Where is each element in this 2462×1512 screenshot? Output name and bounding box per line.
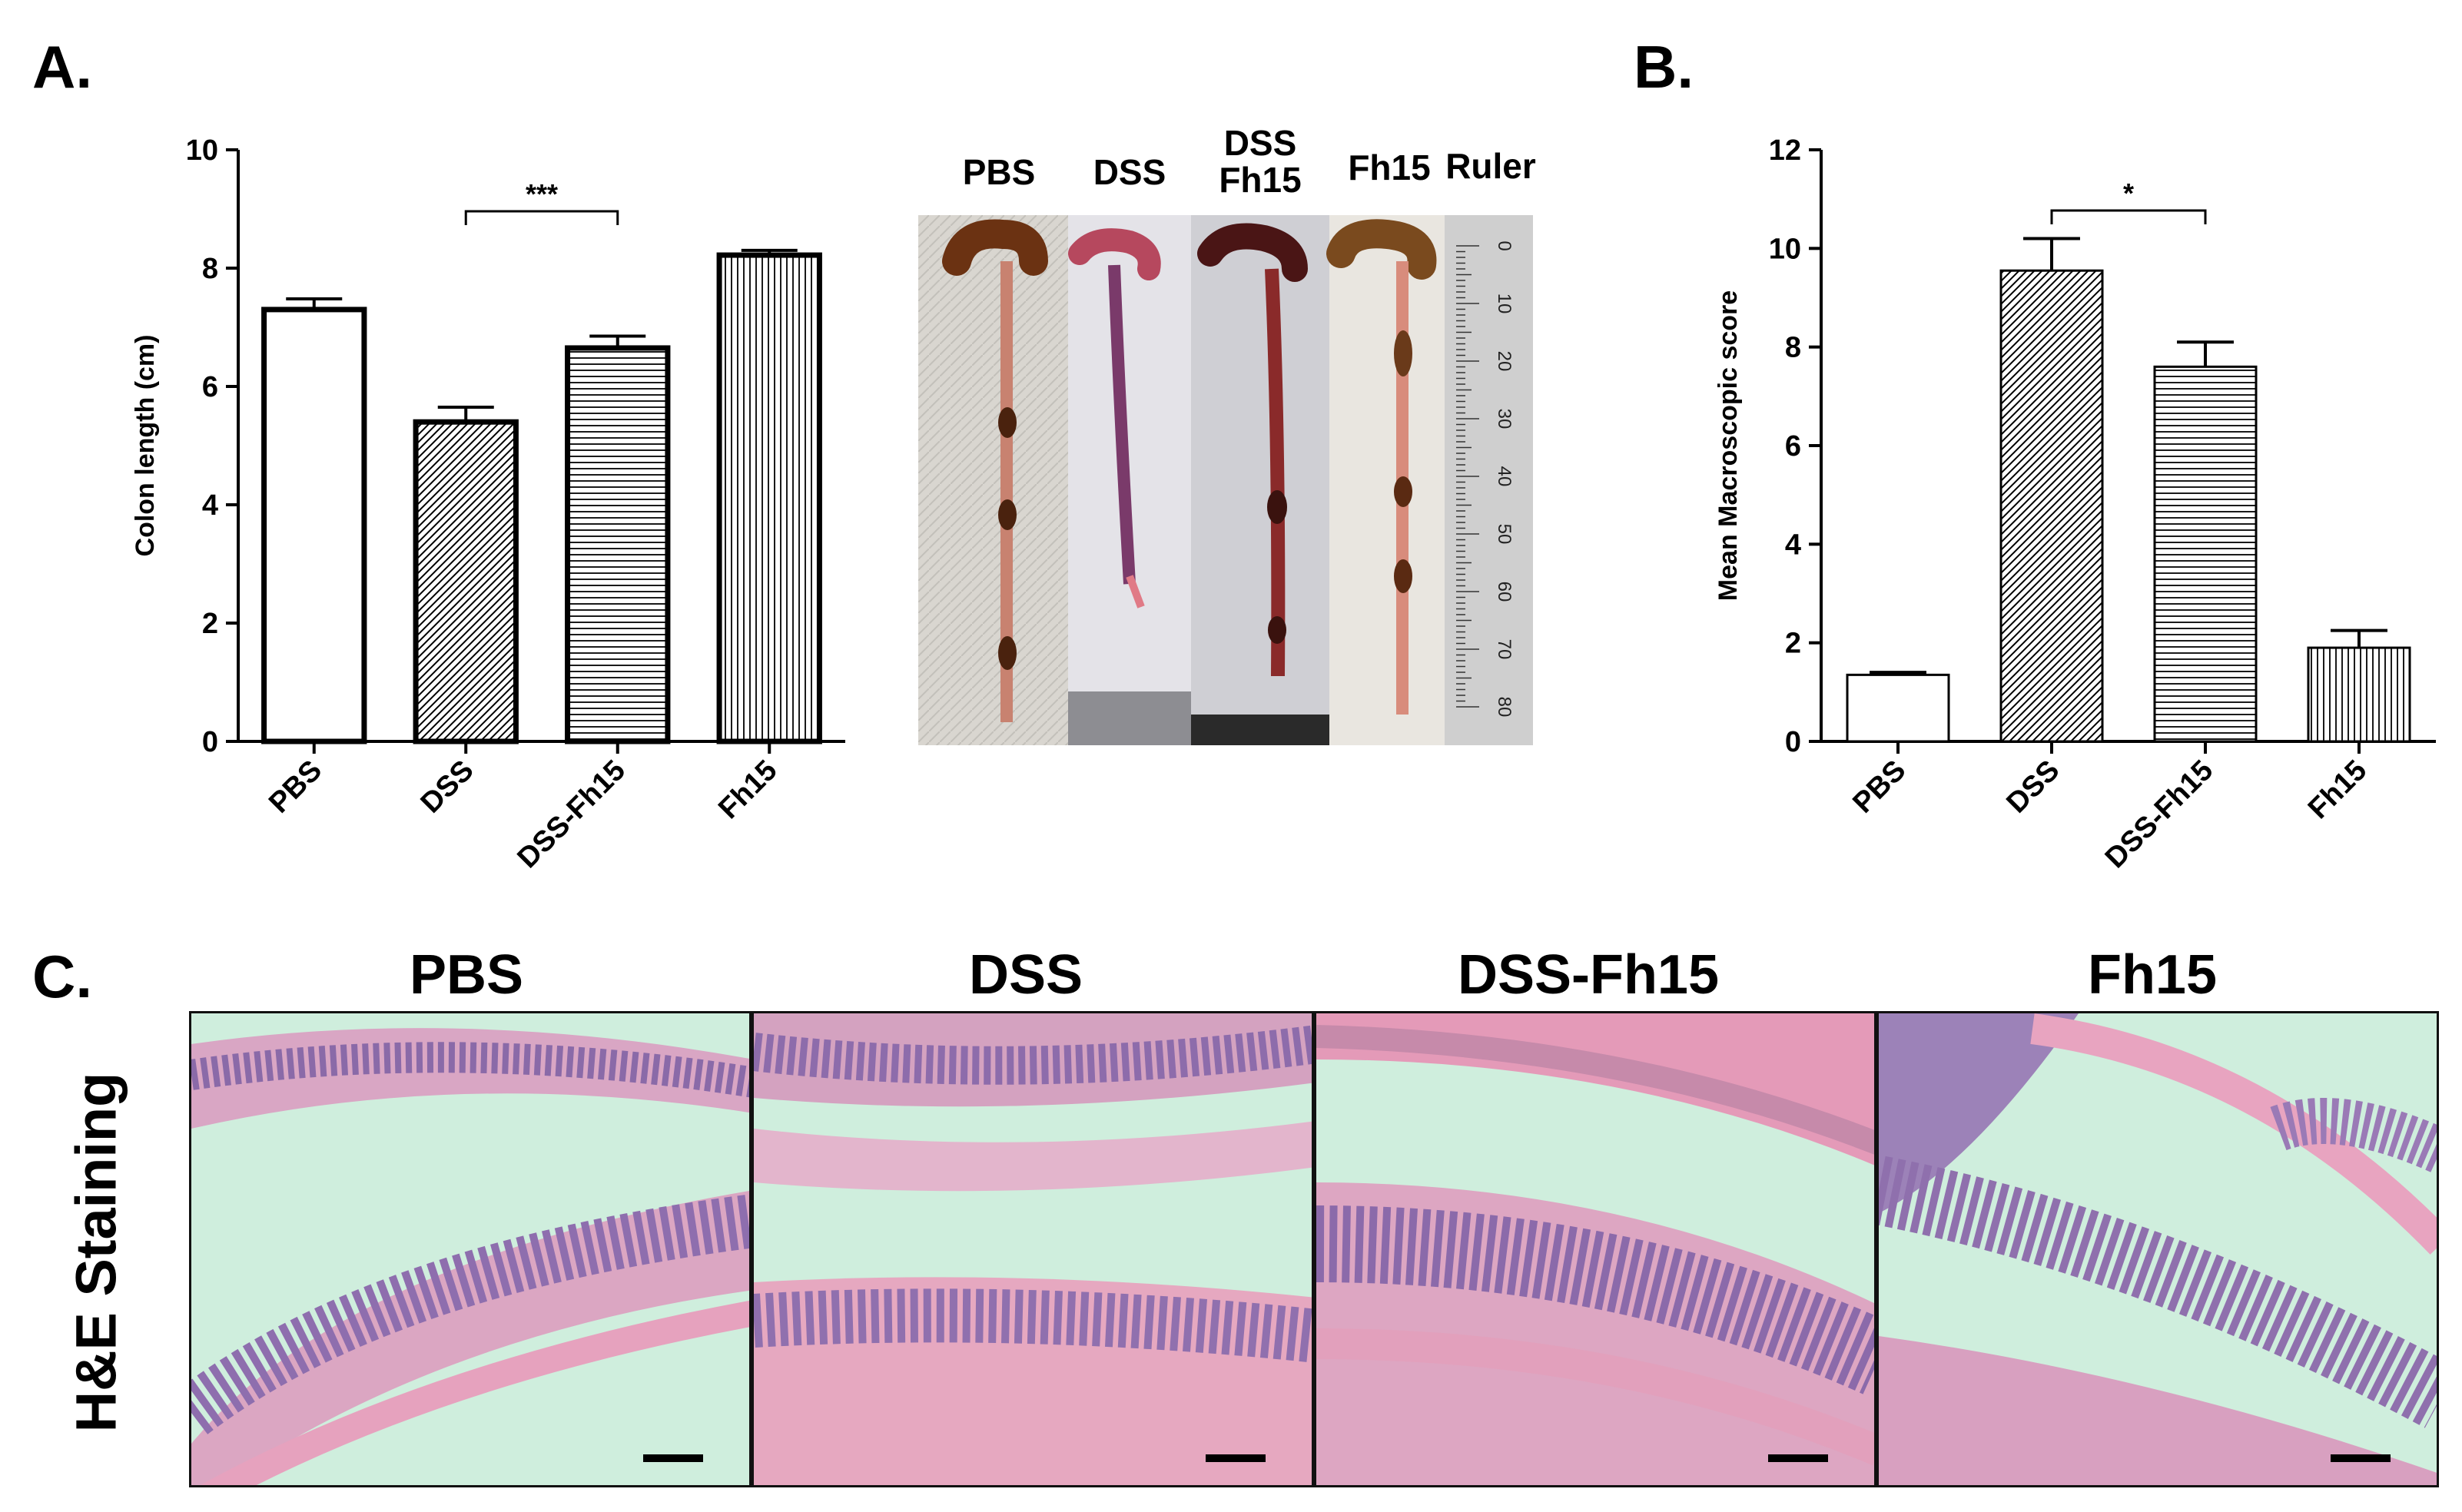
ruler-number: 60 bbox=[1494, 582, 1515, 602]
bar-pbs bbox=[261, 307, 367, 744]
x-tick-label: PBS bbox=[263, 754, 328, 820]
ruler-number: 50 bbox=[1494, 524, 1515, 545]
chart-colon-length: Colon length (cm) 0 2 4 6 8 10 PBS DSS DSS-Fh15 Fh… bbox=[131, 134, 845, 875]
he-tissue-pbs bbox=[191, 1013, 749, 1485]
y-tick-label: 4 bbox=[1785, 529, 1801, 561]
he-image-pbs bbox=[189, 1011, 752, 1487]
y-tick-label: 6 bbox=[1785, 430, 1801, 463]
y-tick-label: 2 bbox=[1785, 628, 1801, 660]
significance-label: * bbox=[2123, 177, 2134, 209]
y-tick-label: 8 bbox=[1785, 332, 1801, 364]
y-tick-label: 8 bbox=[202, 253, 218, 285]
y-axis-label: Colon length (cm) bbox=[131, 335, 160, 557]
panel-c-label: C. bbox=[32, 943, 92, 1010]
ruler-number: 20 bbox=[1494, 351, 1515, 372]
he-staining-label: H&E Staining bbox=[31, 1014, 161, 1490]
y-tick-label: 2 bbox=[202, 608, 218, 640]
scale-bar bbox=[1768, 1454, 1828, 1462]
panel-b-label: B. bbox=[1634, 33, 1694, 101]
ruler-number: 70 bbox=[1494, 639, 1515, 660]
he-tissue-dss-fh15 bbox=[1316, 1013, 1874, 1485]
y-tick-label: 4 bbox=[202, 489, 218, 522]
he-title-fh15: Fh15 bbox=[2087, 944, 2218, 1006]
significance-label: *** bbox=[526, 178, 558, 210]
x-tick-label: Fh15 bbox=[712, 754, 783, 825]
scale-bar bbox=[1206, 1454, 1266, 1462]
y-tick-label: 6 bbox=[202, 371, 218, 403]
scale-bar bbox=[2331, 1454, 2391, 1462]
colon-photograph: 0 10 20 30 40 50 60 70 80 PBS DSS DSS Fh15 Fh15 … bbox=[918, 124, 1536, 745]
x-tick-label: DSS-Fh15 bbox=[2099, 754, 2220, 875]
he-staining-text: H&E Staining bbox=[64, 1072, 128, 1433]
he-title-dss: DSS bbox=[968, 944, 1083, 1006]
significance-bracket bbox=[464, 210, 619, 225]
he-title-pbs: PBS bbox=[409, 944, 524, 1006]
photo-label-dss: DSS bbox=[1093, 152, 1166, 192]
x-tick-label: DSS bbox=[2000, 754, 2065, 820]
y-tick-label: 0 bbox=[1785, 726, 1801, 758]
colon-photo-image: 0 10 20 30 40 50 60 70 80 bbox=[918, 215, 1533, 745]
significance-bracket bbox=[2050, 209, 2207, 224]
photo-label-dss-fh15: DSS Fh15 bbox=[1219, 123, 1302, 200]
x-tick-label: DSS-Fh15 bbox=[512, 754, 632, 875]
bar-dss-fh15 bbox=[565, 345, 671, 744]
x-tick-label: DSS bbox=[415, 754, 480, 820]
panel-a-label: A. bbox=[32, 33, 92, 101]
he-image-dss bbox=[752, 1011, 1314, 1487]
he-image-fh15 bbox=[1876, 1011, 2439, 1487]
scale-bar bbox=[643, 1454, 703, 1462]
chart-macroscopic-score: Mean Macroscopic score 0 2 4 6 8 10 12 PBS DSS DSS… bbox=[1714, 134, 2436, 875]
ruler-number: 40 bbox=[1494, 466, 1515, 487]
x-tick-label: PBS bbox=[1846, 754, 1912, 820]
y-tick-label: 10 bbox=[1769, 233, 1801, 265]
he-image-dss-fh15 bbox=[1314, 1011, 1876, 1487]
he-title-dss-fh15: DSS-Fh15 bbox=[1457, 944, 1720, 1006]
x-tick-label: Fh15 bbox=[2302, 754, 2373, 825]
y-axis-label: Mean Macroscopic score bbox=[1714, 290, 1743, 601]
bar-dss-fh15 bbox=[2153, 365, 2258, 743]
ruler-number: 10 bbox=[1494, 293, 1515, 314]
ruler-number: 80 bbox=[1494, 697, 1515, 718]
bar-fh15 bbox=[2307, 646, 2411, 743]
he-tissue-fh15 bbox=[1879, 1013, 2437, 1485]
bar-dss bbox=[1999, 269, 2104, 743]
photo-label-pbs: PBS bbox=[962, 152, 1036, 192]
ruler-number: 0 bbox=[1494, 240, 1515, 250]
y-tick-label: 12 bbox=[1769, 134, 1801, 167]
bar-pbs bbox=[1846, 673, 1950, 743]
y-tick-label: 0 bbox=[202, 726, 218, 758]
bar-fh15 bbox=[716, 252, 822, 744]
ruler-number: 30 bbox=[1494, 409, 1515, 429]
y-tick-label: 10 bbox=[186, 134, 218, 167]
bar-dss bbox=[413, 419, 519, 744]
he-tissue-dss bbox=[754, 1013, 1312, 1485]
photo-label-ruler: Ruler bbox=[1445, 146, 1536, 186]
photo-label-fh15: Fh15 bbox=[1348, 148, 1431, 187]
